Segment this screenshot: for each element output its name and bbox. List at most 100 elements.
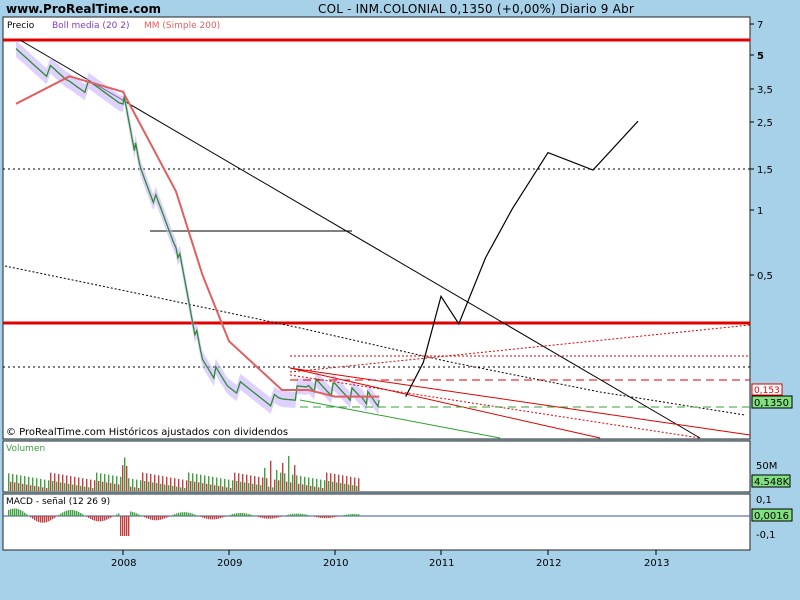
fan-dotted-up: [289, 324, 751, 373]
macd-bar: [12, 508, 14, 516]
macd-bar: [168, 516, 170, 517]
volume-bar: [102, 481, 104, 491]
volume-bar: [256, 484, 258, 491]
macd-bar: [328, 516, 330, 519]
macd-bar: [162, 516, 164, 520]
macd-bar: [188, 512, 190, 516]
macd-bar: [180, 512, 182, 516]
macd-bar: [210, 516, 212, 520]
volume-bar: [48, 480, 50, 491]
volume-bar: [196, 474, 198, 491]
volume-bar: [310, 485, 312, 491]
price-panel[interactable]: [2, 16, 751, 440]
volume-bar: [162, 476, 164, 491]
volume-bar: [282, 463, 284, 491]
macd-bar: [62, 512, 64, 516]
volume-panel[interactable]: [2, 440, 751, 493]
volume-bar: [96, 472, 98, 491]
volume-bar: [56, 481, 58, 491]
macd-bar: [110, 516, 112, 518]
macd-bar: [250, 514, 252, 516]
volume-bar: [350, 476, 352, 491]
price-axis-label: 2,5: [757, 118, 773, 129]
volume-bar: [54, 473, 56, 491]
macd-panel[interactable]: [2, 493, 751, 551]
volume-bar: [240, 481, 242, 491]
volume-bar: [172, 485, 174, 491]
volume-bar: [294, 465, 296, 491]
macd-bar: [300, 513, 302, 516]
level-0-153-box: [751, 383, 783, 396]
macd-bar: [190, 513, 192, 516]
macd-bar: [18, 509, 20, 516]
macd-bar: [274, 516, 276, 519]
macd-bar: [72, 510, 74, 516]
volume-bar: [58, 474, 60, 491]
volume-bar: [308, 477, 310, 491]
macd-bar: [276, 516, 278, 518]
macd-bar: [214, 516, 216, 520]
x-axis-label: 2011: [429, 558, 454, 569]
volume-bar: [238, 473, 240, 491]
macd-bar: [302, 513, 304, 516]
macd-title: MACD - señal (12 26 9): [6, 497, 110, 507]
volume-bar: [180, 487, 182, 491]
macd-bar: [334, 516, 336, 518]
volume-bar: [280, 472, 282, 491]
macd-bar: [10, 509, 12, 516]
macd-bar: [244, 513, 246, 516]
macd-bar: [258, 516, 260, 518]
macd-bar: [64, 511, 66, 516]
volume-bar: [266, 478, 268, 491]
macd-bar: [314, 516, 316, 517]
volume-bar: [252, 483, 254, 491]
volume-bar: [84, 486, 86, 491]
volume-bar: [126, 465, 128, 491]
site-name[interactable]: www.ProRealTime.com: [6, 2, 161, 16]
volume-bar: [216, 477, 218, 491]
volume-bar: [132, 478, 134, 491]
macd-bar: [230, 514, 232, 516]
volume-bar: [342, 475, 344, 491]
volume-bar: [52, 481, 54, 491]
macd-bar: [70, 509, 72, 516]
volume-bar: [40, 478, 42, 491]
macd-bar: [16, 508, 18, 516]
volume-bar: [246, 474, 248, 491]
volume-bar: [204, 475, 206, 491]
macd-bar: [320, 516, 322, 518]
macd-bar: [98, 516, 100, 522]
volume-bar: [262, 477, 264, 491]
volume-bar: [218, 485, 220, 491]
macd-bar: [238, 513, 240, 516]
x-axis-label: 2013: [644, 558, 669, 569]
volume-bar: [146, 473, 148, 491]
volume-bar: [64, 483, 66, 491]
volume-bar: [24, 476, 26, 491]
volume-bar: [22, 483, 24, 491]
macd-bar: [206, 516, 208, 519]
volume-bar: [178, 478, 180, 491]
macd-bar: [318, 516, 320, 518]
macd-bar: [20, 510, 22, 516]
volume-bar: [344, 483, 346, 491]
macd-bar: [8, 509, 10, 516]
macd-bar: [146, 516, 148, 519]
volume-bar: [144, 481, 146, 491]
volume-bar: [68, 483, 70, 491]
volume-bar: [50, 472, 52, 491]
sma-series: [15, 75, 380, 398]
fan-line-2: [289, 367, 601, 439]
macd-bar: [178, 512, 180, 516]
macd-bar: [272, 516, 274, 519]
macd-bar: [242, 513, 244, 516]
volume-bar: [220, 478, 222, 491]
volume-bar: [332, 481, 334, 491]
macd-bar: [220, 516, 222, 519]
macd-bar: [330, 516, 332, 518]
macd-bar: [332, 516, 334, 518]
macd-bar: [260, 516, 262, 518]
volume-bar: [236, 481, 238, 491]
projection-path: [405, 120, 639, 397]
macd-bar: [176, 513, 178, 516]
